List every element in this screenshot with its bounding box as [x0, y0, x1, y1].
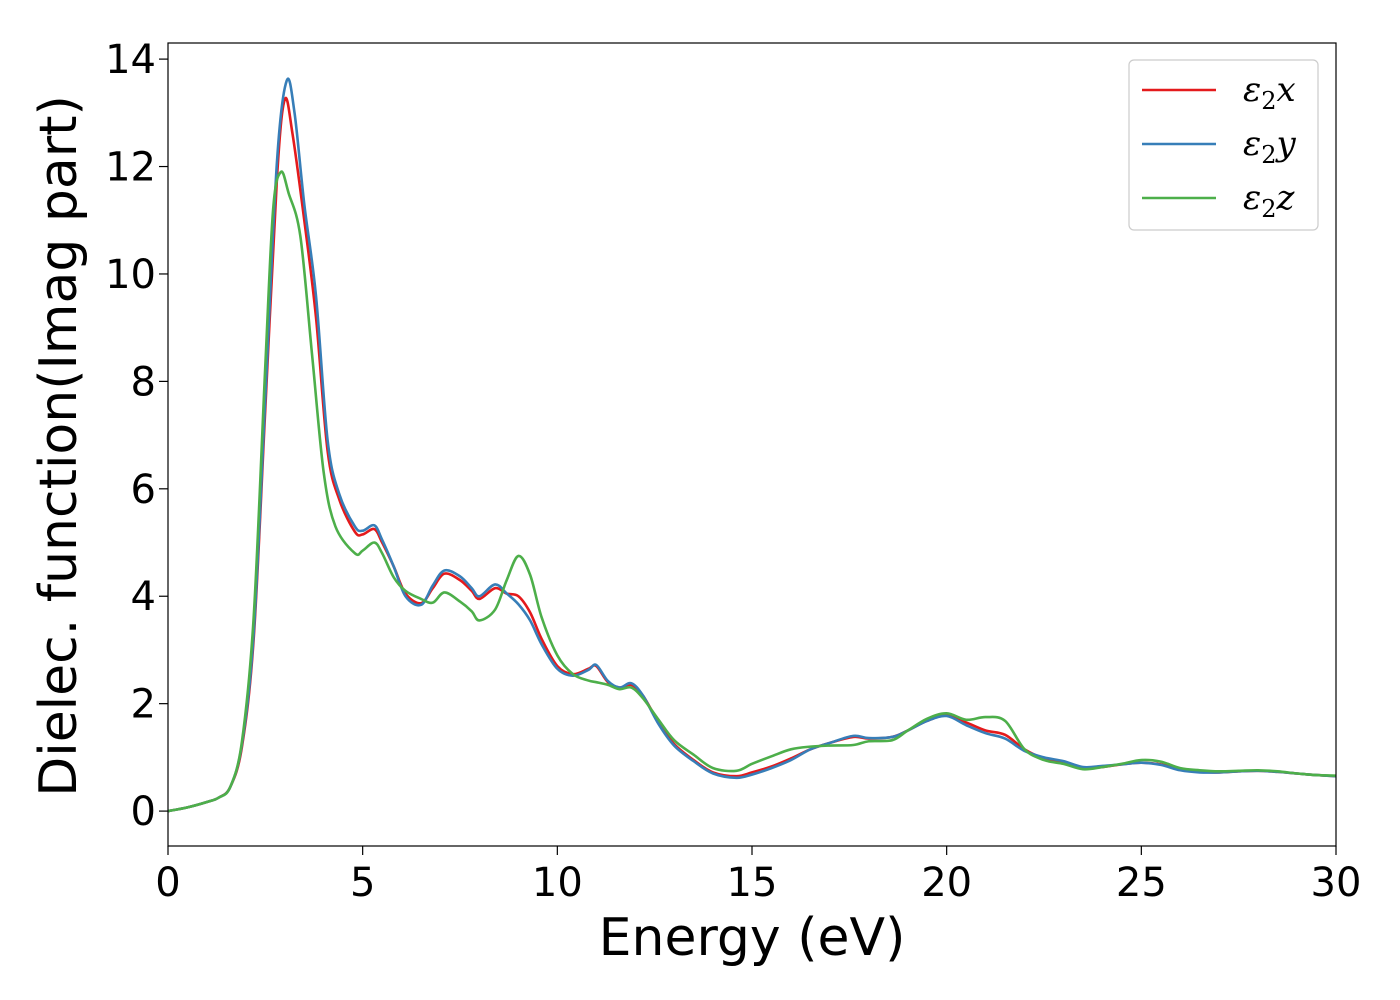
x-tick-label: 15 [727, 860, 778, 906]
y-tick-label: 4 [131, 574, 156, 620]
y-tick-label: 0 [131, 789, 156, 835]
plot-lines [168, 77, 1336, 813]
y-tick-label: 10 [105, 252, 156, 298]
series-line-y [168, 77, 1336, 813]
legend-label-z: ε2z [1243, 178, 1296, 223]
x-tick-label: 10 [532, 860, 583, 906]
series-line-z [168, 170, 1336, 813]
y-tick-label: 6 [131, 467, 156, 513]
y-tick-label: 12 [105, 145, 156, 191]
x-axis-title: Energy (eV) [599, 908, 906, 968]
y-tick-label: 2 [131, 682, 156, 728]
y-tick-label: 14 [105, 37, 156, 83]
legend: ε2x ε2y ε2z [1128, 59, 1319, 231]
x-tick-label: 0 [155, 860, 180, 906]
x-axis: 0 5 10 15 20 25 30 [155, 846, 1361, 906]
legend-label-x: ε2x [1243, 70, 1296, 115]
y-axis-title: Dielec. function(Imag part) [29, 95, 89, 797]
y-axis: 0 2 4 6 8 10 12 14 [105, 37, 168, 835]
legend-label-y: ε2y [1243, 124, 1297, 169]
x-tick-label: 25 [1116, 860, 1167, 906]
x-tick-label: 30 [1311, 860, 1362, 906]
legend-frame [1128, 59, 1319, 231]
x-tick-label: 5 [350, 860, 375, 906]
x-tick-label: 20 [921, 860, 972, 906]
y-tick-label: 8 [131, 359, 156, 405]
